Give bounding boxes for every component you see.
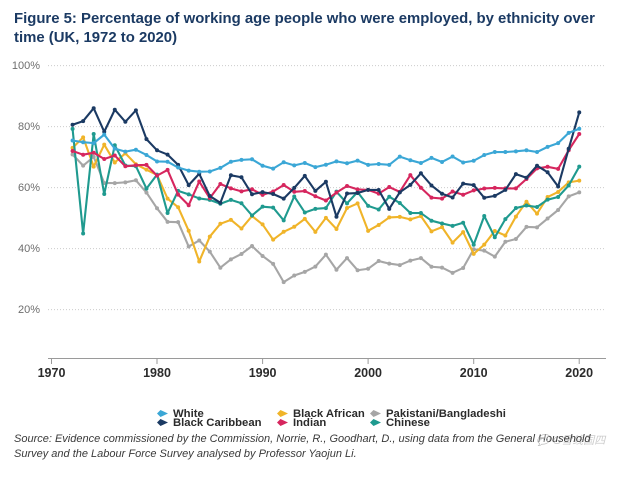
svg-text:20%: 20% <box>18 304 40 316</box>
svg-text:2000: 2000 <box>354 366 382 380</box>
svg-text:2010: 2010 <box>460 366 488 380</box>
svg-text:60%: 60% <box>18 182 40 194</box>
svg-text:100%: 100% <box>12 60 40 72</box>
svg-text:2020: 2020 <box>565 366 593 380</box>
svg-text:1980: 1980 <box>143 366 171 380</box>
svg-text:1990: 1990 <box>249 366 277 380</box>
svg-text:1970: 1970 <box>38 366 66 380</box>
svg-text:80%: 80% <box>18 121 40 133</box>
svg-text:40%: 40% <box>18 243 40 255</box>
